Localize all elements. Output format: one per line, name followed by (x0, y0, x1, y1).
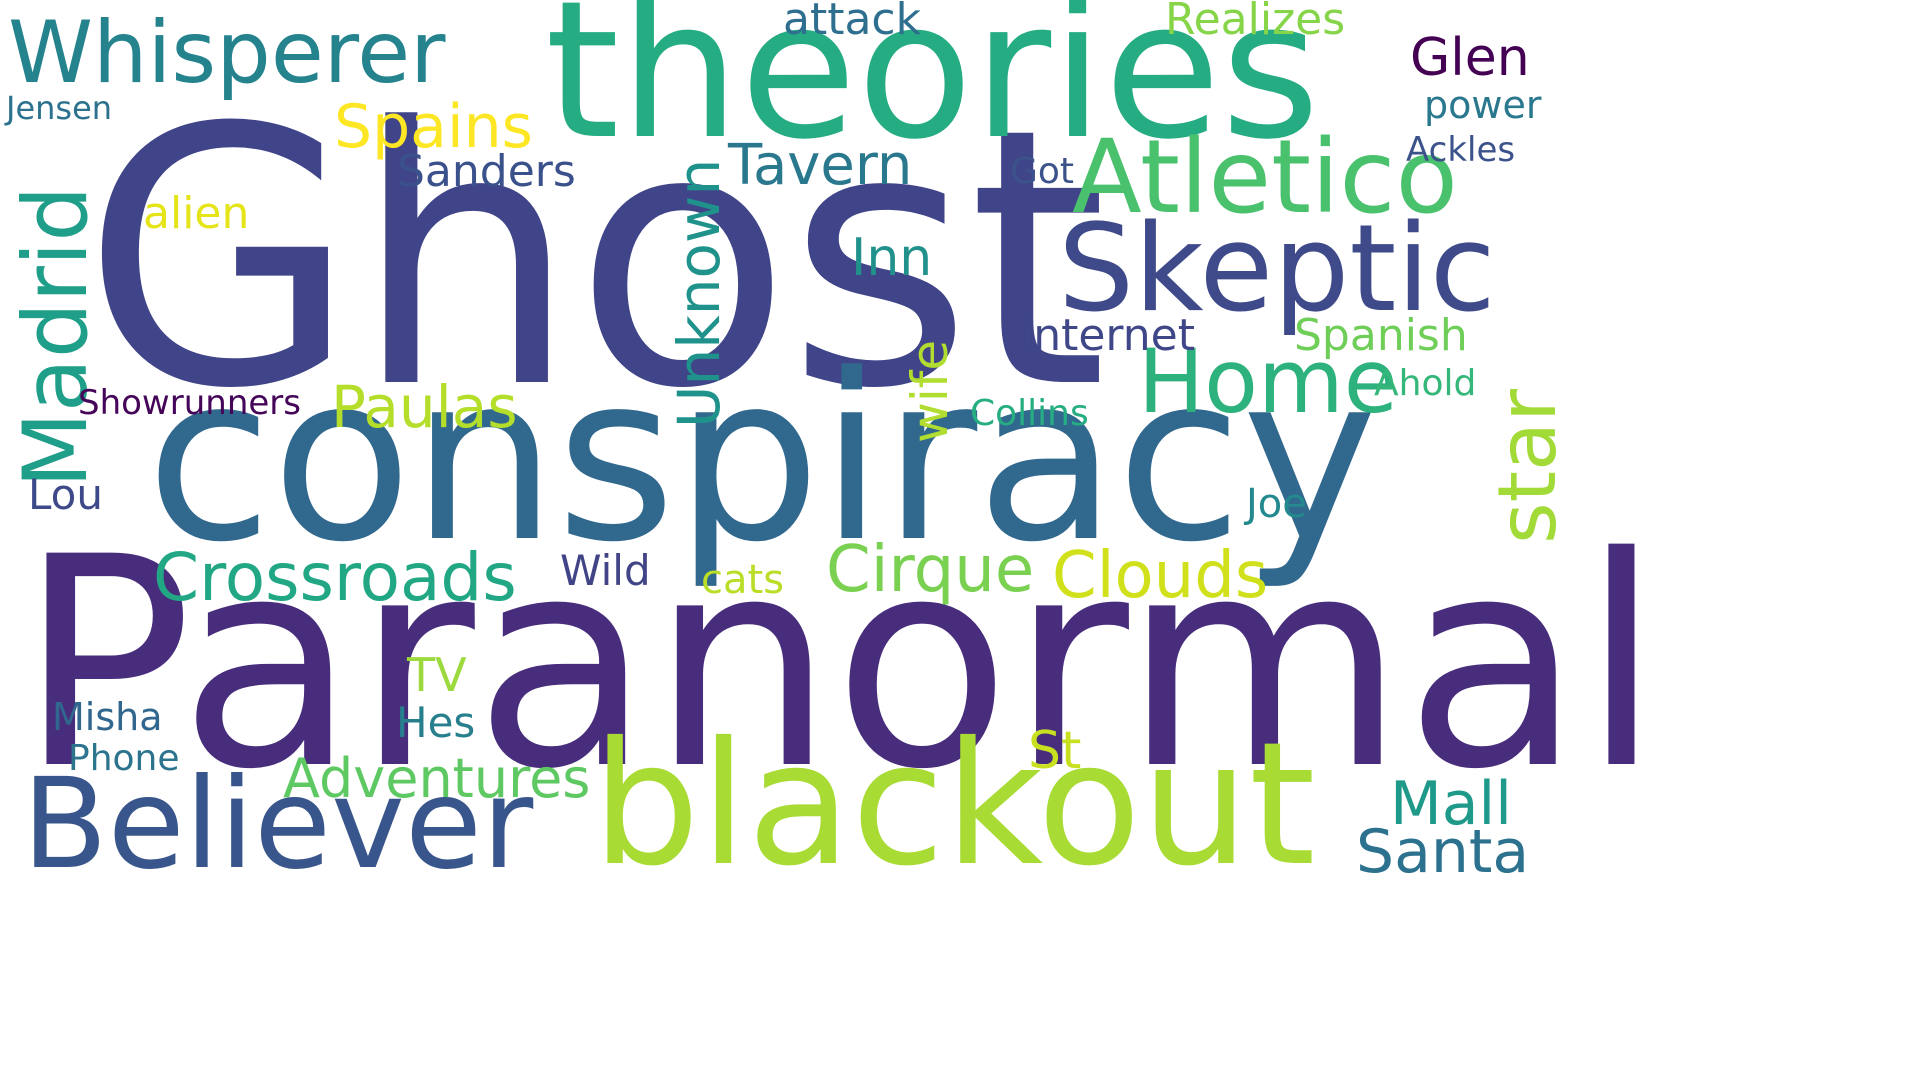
word-paulas: Paulas (331, 373, 518, 441)
word-whisperer: Whisperer (8, 3, 446, 103)
word-adventures: Adventures (283, 747, 591, 810)
word-cirque: Cirque (826, 533, 1035, 607)
word-spanish: Spanish (1294, 310, 1468, 361)
word-inn: Inn (851, 228, 933, 288)
word-wild: Wild (560, 546, 651, 595)
word-got: Got (1010, 151, 1075, 192)
word-internet: internet (1021, 310, 1195, 361)
word-ackles: Ackles (1406, 130, 1516, 170)
word-mall: Mall (1390, 769, 1512, 839)
word-tavern: Tavern (728, 133, 913, 198)
word-sanders: Sanders (397, 146, 576, 197)
word-santa: Santa (1356, 817, 1530, 887)
word-blackout: blackout (592, 706, 1316, 904)
word-paranormal: Paranormal (18, 496, 1662, 833)
word-joe: Joe (1246, 481, 1307, 527)
word-conspiracy: conspiracy (146, 326, 1378, 593)
word-realizes: Realizes (1165, 0, 1346, 45)
word-star: star (1481, 389, 1574, 544)
word-atletico: Atletico (1072, 118, 1458, 237)
word-ghost: Ghost (82, 52, 1107, 466)
word-ahold: Ahold (1374, 363, 1477, 404)
word-theories: theories (545, 0, 1320, 181)
word-jensen: Jensen (6, 89, 113, 127)
word-unknown: Unknown (665, 158, 733, 428)
word-cats: cats (701, 557, 785, 603)
word-madrid: Madrid (4, 185, 107, 488)
word-glen: Glen (1410, 28, 1530, 88)
word-clouds: Clouds (1052, 539, 1269, 613)
word-hes: Hes (396, 698, 476, 747)
word-spains: Spains (334, 92, 533, 162)
word-misha: Misha (52, 695, 163, 739)
word-crossroads: Crossroads (153, 539, 517, 616)
word-collins: Collins (970, 393, 1089, 434)
word-skeptic: Skeptic (1058, 200, 1496, 339)
word-phone: Phone (68, 738, 180, 779)
word-power: power (1424, 83, 1542, 127)
word-wife: wife (901, 339, 959, 443)
word-alien: alien (143, 188, 250, 239)
word-showrunners: Showrunners (78, 383, 301, 423)
word-tv: TV (407, 648, 467, 702)
word-believer: Believer (22, 752, 534, 897)
word-home: Home (1138, 330, 1398, 433)
word-lou: Lou (28, 470, 103, 519)
word-st: St (1028, 721, 1082, 781)
word-attack: attack (783, 0, 922, 45)
